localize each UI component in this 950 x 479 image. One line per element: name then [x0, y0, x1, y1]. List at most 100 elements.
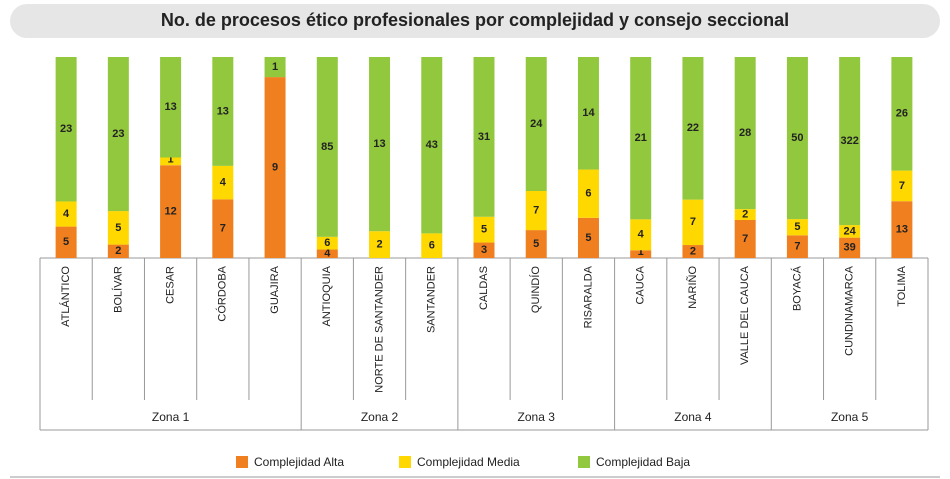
bar-segment — [421, 233, 443, 258]
data-label: 24 — [530, 118, 543, 130]
legend-label: Complejidad Baja — [596, 455, 690, 469]
bar-segment — [212, 199, 234, 258]
bar-segment — [316, 236, 338, 250]
data-label: 3 — [481, 244, 487, 256]
data-label: 6 — [429, 240, 435, 252]
data-label: 7 — [220, 223, 226, 235]
data-label: 4 — [324, 248, 331, 260]
bar-segment — [786, 219, 808, 236]
bar-segment — [577, 169, 599, 218]
bar-segment — [525, 230, 547, 258]
legend-swatch — [578, 456, 590, 468]
data-label: 24 — [844, 225, 857, 237]
data-label: 6 — [585, 188, 591, 200]
bar-segment — [891, 170, 913, 202]
bar-segment — [734, 219, 756, 258]
bar-segment — [891, 201, 913, 258]
bar-segment — [577, 57, 599, 170]
zone-label: Zona 1 — [152, 410, 190, 424]
bar-segment — [786, 57, 808, 220]
x-tick-label: GUAJIRA — [269, 265, 281, 313]
bar-segment — [473, 242, 495, 258]
bar-segment — [55, 226, 77, 258]
bar-segment — [55, 57, 77, 202]
x-tick-label: CUNDINAMARCA — [844, 265, 856, 356]
data-label: 21 — [635, 132, 647, 144]
x-tick-label: NORTE DE SANTANDER — [373, 266, 385, 393]
zone-label: Zona 2 — [361, 410, 399, 424]
x-tick-label: NARIÑO — [686, 266, 699, 309]
x-tick-label: TOLIMA — [896, 265, 908, 306]
x-tick-label: CAUCA — [635, 265, 647, 304]
data-label: 6 — [324, 237, 330, 249]
bar-segment — [734, 57, 756, 210]
bar-segment — [107, 244, 129, 258]
data-label: 1 — [272, 61, 278, 73]
data-label: 322 — [840, 135, 858, 147]
data-label: 2 — [376, 239, 382, 251]
data-label: 7 — [899, 180, 905, 192]
data-label: 7 — [794, 241, 800, 253]
data-label: 7 — [690, 216, 696, 228]
data-label: 1 — [638, 246, 644, 258]
data-label: 13 — [373, 138, 385, 150]
data-label: 4 — [220, 177, 227, 189]
data-label: 5 — [63, 236, 69, 248]
data-label: 7 — [742, 233, 748, 245]
x-tick-label: CÓRDOBA — [216, 265, 229, 321]
data-label: 39 — [844, 242, 856, 254]
x-tick-label: VALLE DEL CAUCA — [739, 265, 751, 365]
legend-label: Complejidad Alta — [254, 455, 344, 469]
bar-segment — [421, 57, 443, 234]
data-label: 50 — [791, 132, 803, 144]
data-label: 43 — [426, 139, 438, 151]
data-label: 9 — [272, 161, 278, 173]
bar-segment — [682, 199, 704, 246]
bar-segment — [682, 57, 704, 200]
bar-segment — [891, 57, 913, 171]
data-label: 5 — [585, 232, 591, 244]
data-label: 31 — [478, 131, 490, 143]
bar-segment — [734, 209, 756, 220]
bar-segment — [212, 165, 234, 200]
data-label: 1 — [168, 153, 174, 165]
bar-segment — [107, 57, 129, 212]
x-tick-label: ANTIOQUIA — [321, 265, 333, 326]
bar-segment — [212, 57, 234, 166]
zone-label: Zona 5 — [831, 410, 869, 424]
bar-segment — [630, 219, 652, 251]
data-label: 23 — [112, 128, 124, 140]
bar-segment — [682, 245, 704, 258]
x-tick-label: CALDAS — [478, 266, 490, 310]
x-tick-label: BOLÍVAR — [111, 266, 124, 313]
data-label: 13 — [164, 101, 176, 113]
data-label: 4 — [638, 229, 645, 241]
bar-segment — [107, 211, 129, 245]
data-label: 14 — [582, 107, 595, 119]
legend-swatch — [236, 456, 248, 468]
bar-segment — [160, 165, 182, 258]
data-label: 26 — [896, 108, 908, 120]
data-label: 2 — [690, 245, 696, 257]
bar-segment — [525, 57, 547, 191]
x-tick-label: SANTANDER — [426, 266, 438, 333]
data-label: 7 — [533, 204, 539, 216]
bar-segment — [55, 201, 77, 227]
bar-segment — [630, 250, 652, 258]
bar-segment — [473, 216, 495, 243]
legend-label: Complejidad Media — [417, 455, 520, 469]
bar-segment — [839, 225, 861, 238]
bar-segment — [369, 231, 391, 258]
data-label: 28 — [739, 127, 751, 139]
data-label: 12 — [164, 206, 176, 218]
data-label: 85 — [321, 141, 333, 153]
data-label: 13 — [217, 105, 229, 117]
bar-segment — [630, 57, 652, 220]
data-label: 5 — [794, 221, 800, 233]
x-tick-label: ATLÁNTICO — [59, 266, 72, 327]
bar-segment — [369, 57, 391, 232]
bar-segment — [316, 57, 338, 237]
bar-segment — [839, 237, 861, 258]
data-label: 2 — [115, 245, 121, 257]
